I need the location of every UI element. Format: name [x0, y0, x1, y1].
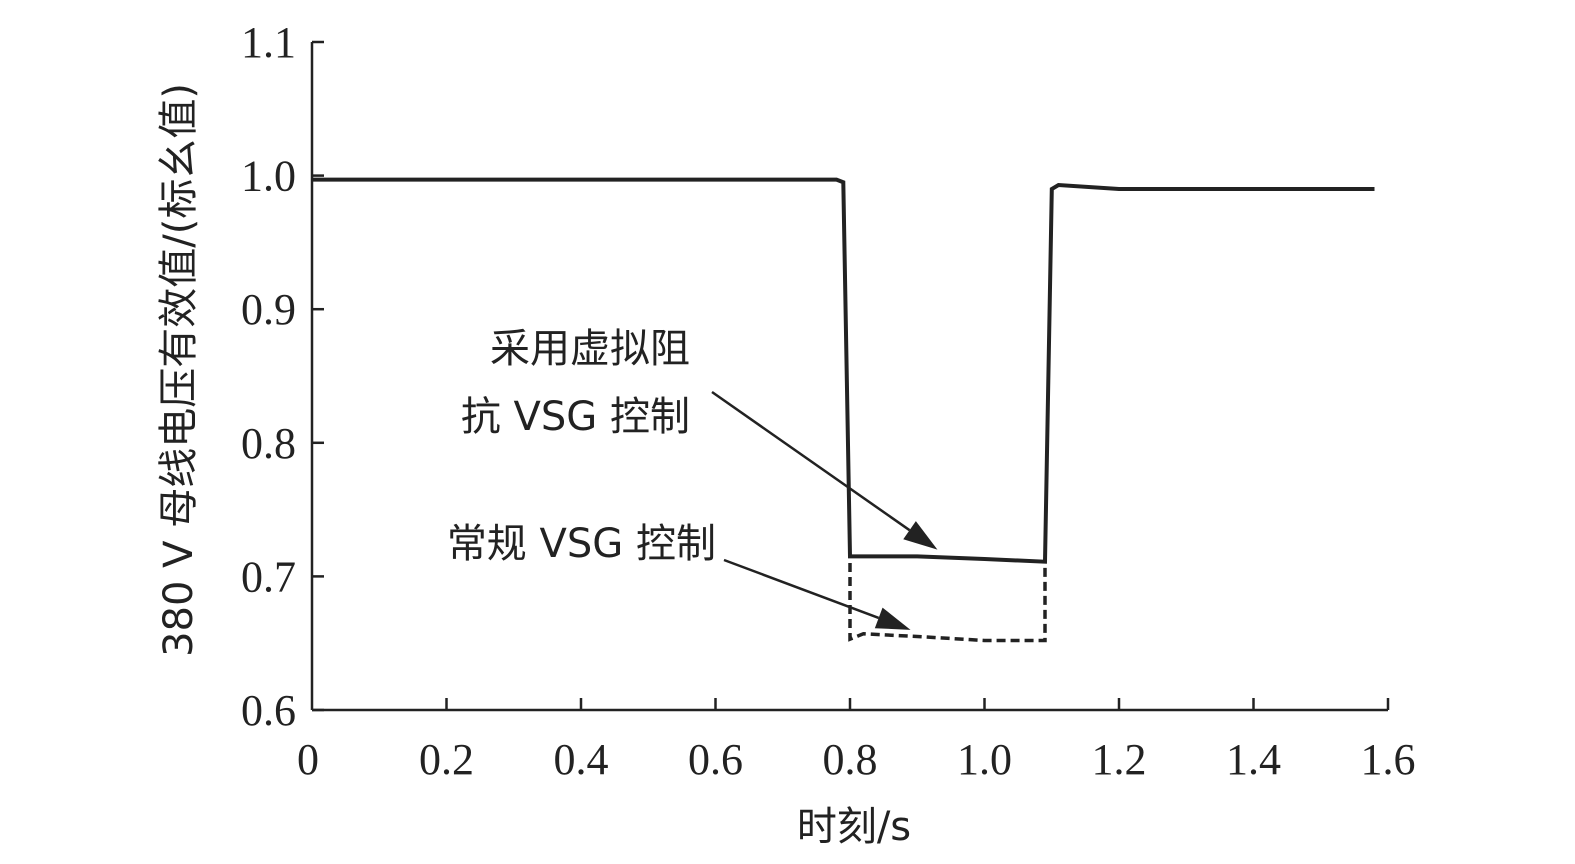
annotation-text: 抗 VSG 控制 [461, 394, 690, 440]
x-tick-label: 0.4 [554, 735, 609, 784]
x-tick-label: 1.0 [957, 735, 1012, 784]
y-tick-label: 1.0 [241, 152, 296, 201]
axes: 0.6 0.7 0.8 0.9 1.0 1.1 0 0.2 0.4 0.6 0.8 1.0 1.2 1.4… [241, 18, 1416, 784]
y-tick-label: 1.1 [241, 18, 296, 67]
y-tick-label: 0.9 [241, 285, 296, 334]
annotation-arrow [723, 558, 880, 620]
x-axis-label: 时刻/s [797, 804, 911, 850]
arrow-head [903, 521, 938, 550]
annotation-text: 采用虚拟阻 [490, 326, 690, 372]
series-layer [312, 177, 1375, 643]
arrow-head [874, 607, 911, 630]
x-tick-label: 0.2 [419, 735, 474, 784]
series-line-1 [312, 177, 1375, 564]
x-tick-label: 1.2 [1092, 735, 1147, 784]
y-axis-label: 380 V 母线电压有效值/(标幺值) [156, 83, 202, 657]
annotation-arrow [711, 390, 911, 532]
x-tick-label: 0.8 [823, 735, 878, 784]
x-tick-label: 0.6 [688, 735, 743, 784]
x-tick-label: 1.4 [1226, 735, 1281, 784]
y-tick-label: 0.7 [241, 552, 296, 601]
y-tick-label: 0.6 [241, 686, 296, 735]
y-tick-label: 0.8 [241, 419, 296, 468]
x-tick-label: 0 [297, 735, 319, 784]
series-line-2 [848, 563, 1047, 643]
x-tick-label: 1.6 [1361, 735, 1416, 784]
annotation-text: 常规 VSG 控制 [447, 521, 716, 567]
